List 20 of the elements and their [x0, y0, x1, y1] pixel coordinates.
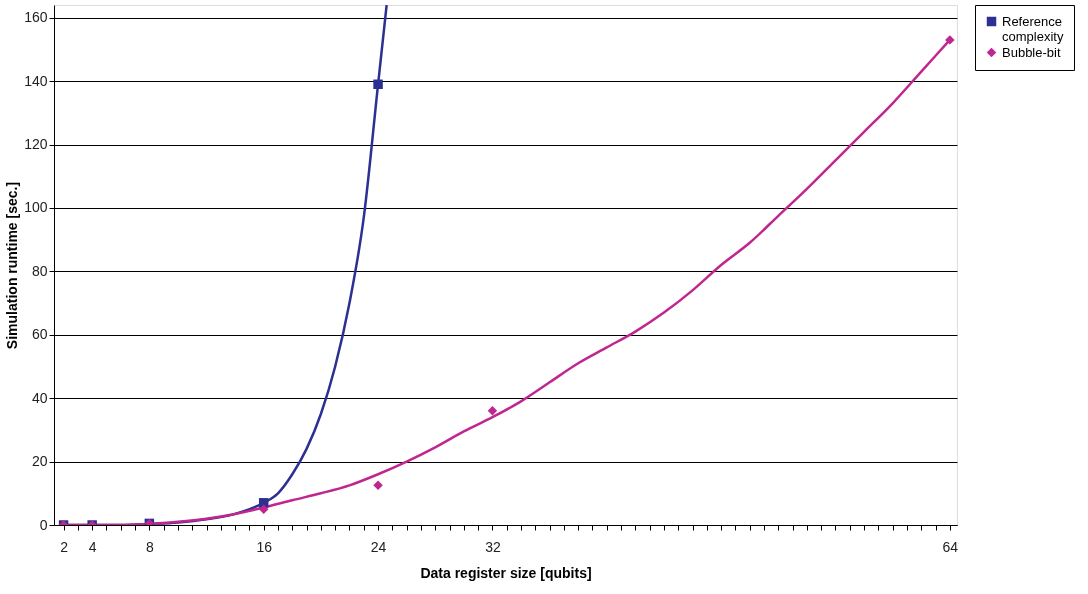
legend-label: Bubble-bit	[1002, 44, 1061, 60]
x-tick-label: 4	[88, 538, 97, 555]
legend-label: Reference complexity	[1002, 13, 1064, 44]
y-tick-label: 100	[24, 199, 48, 216]
y-tick-label: 120	[24, 136, 48, 153]
x-axis-title: Data register size [qubits]	[420, 564, 592, 581]
x-tick-label: 8	[145, 538, 154, 555]
x-tick-label: 32	[485, 538, 501, 555]
y-tick-label: 40	[31, 389, 48, 406]
x-tick-label: 16	[256, 538, 273, 555]
y-tick-label: 140	[24, 72, 48, 89]
x-tick-label: 64	[942, 538, 959, 555]
y-tick-label: 60	[31, 326, 48, 343]
y-tick-label: 0	[39, 516, 48, 533]
y-tick-label: 160	[24, 9, 48, 26]
y-axis-title: Simulation runtime [sec.]	[4, 181, 21, 350]
x-tick-label: 2	[60, 538, 69, 555]
y-tick-label: 80	[31, 262, 48, 279]
x-tick-label: 24	[370, 538, 387, 555]
y-tick-label: 20	[31, 453, 48, 470]
